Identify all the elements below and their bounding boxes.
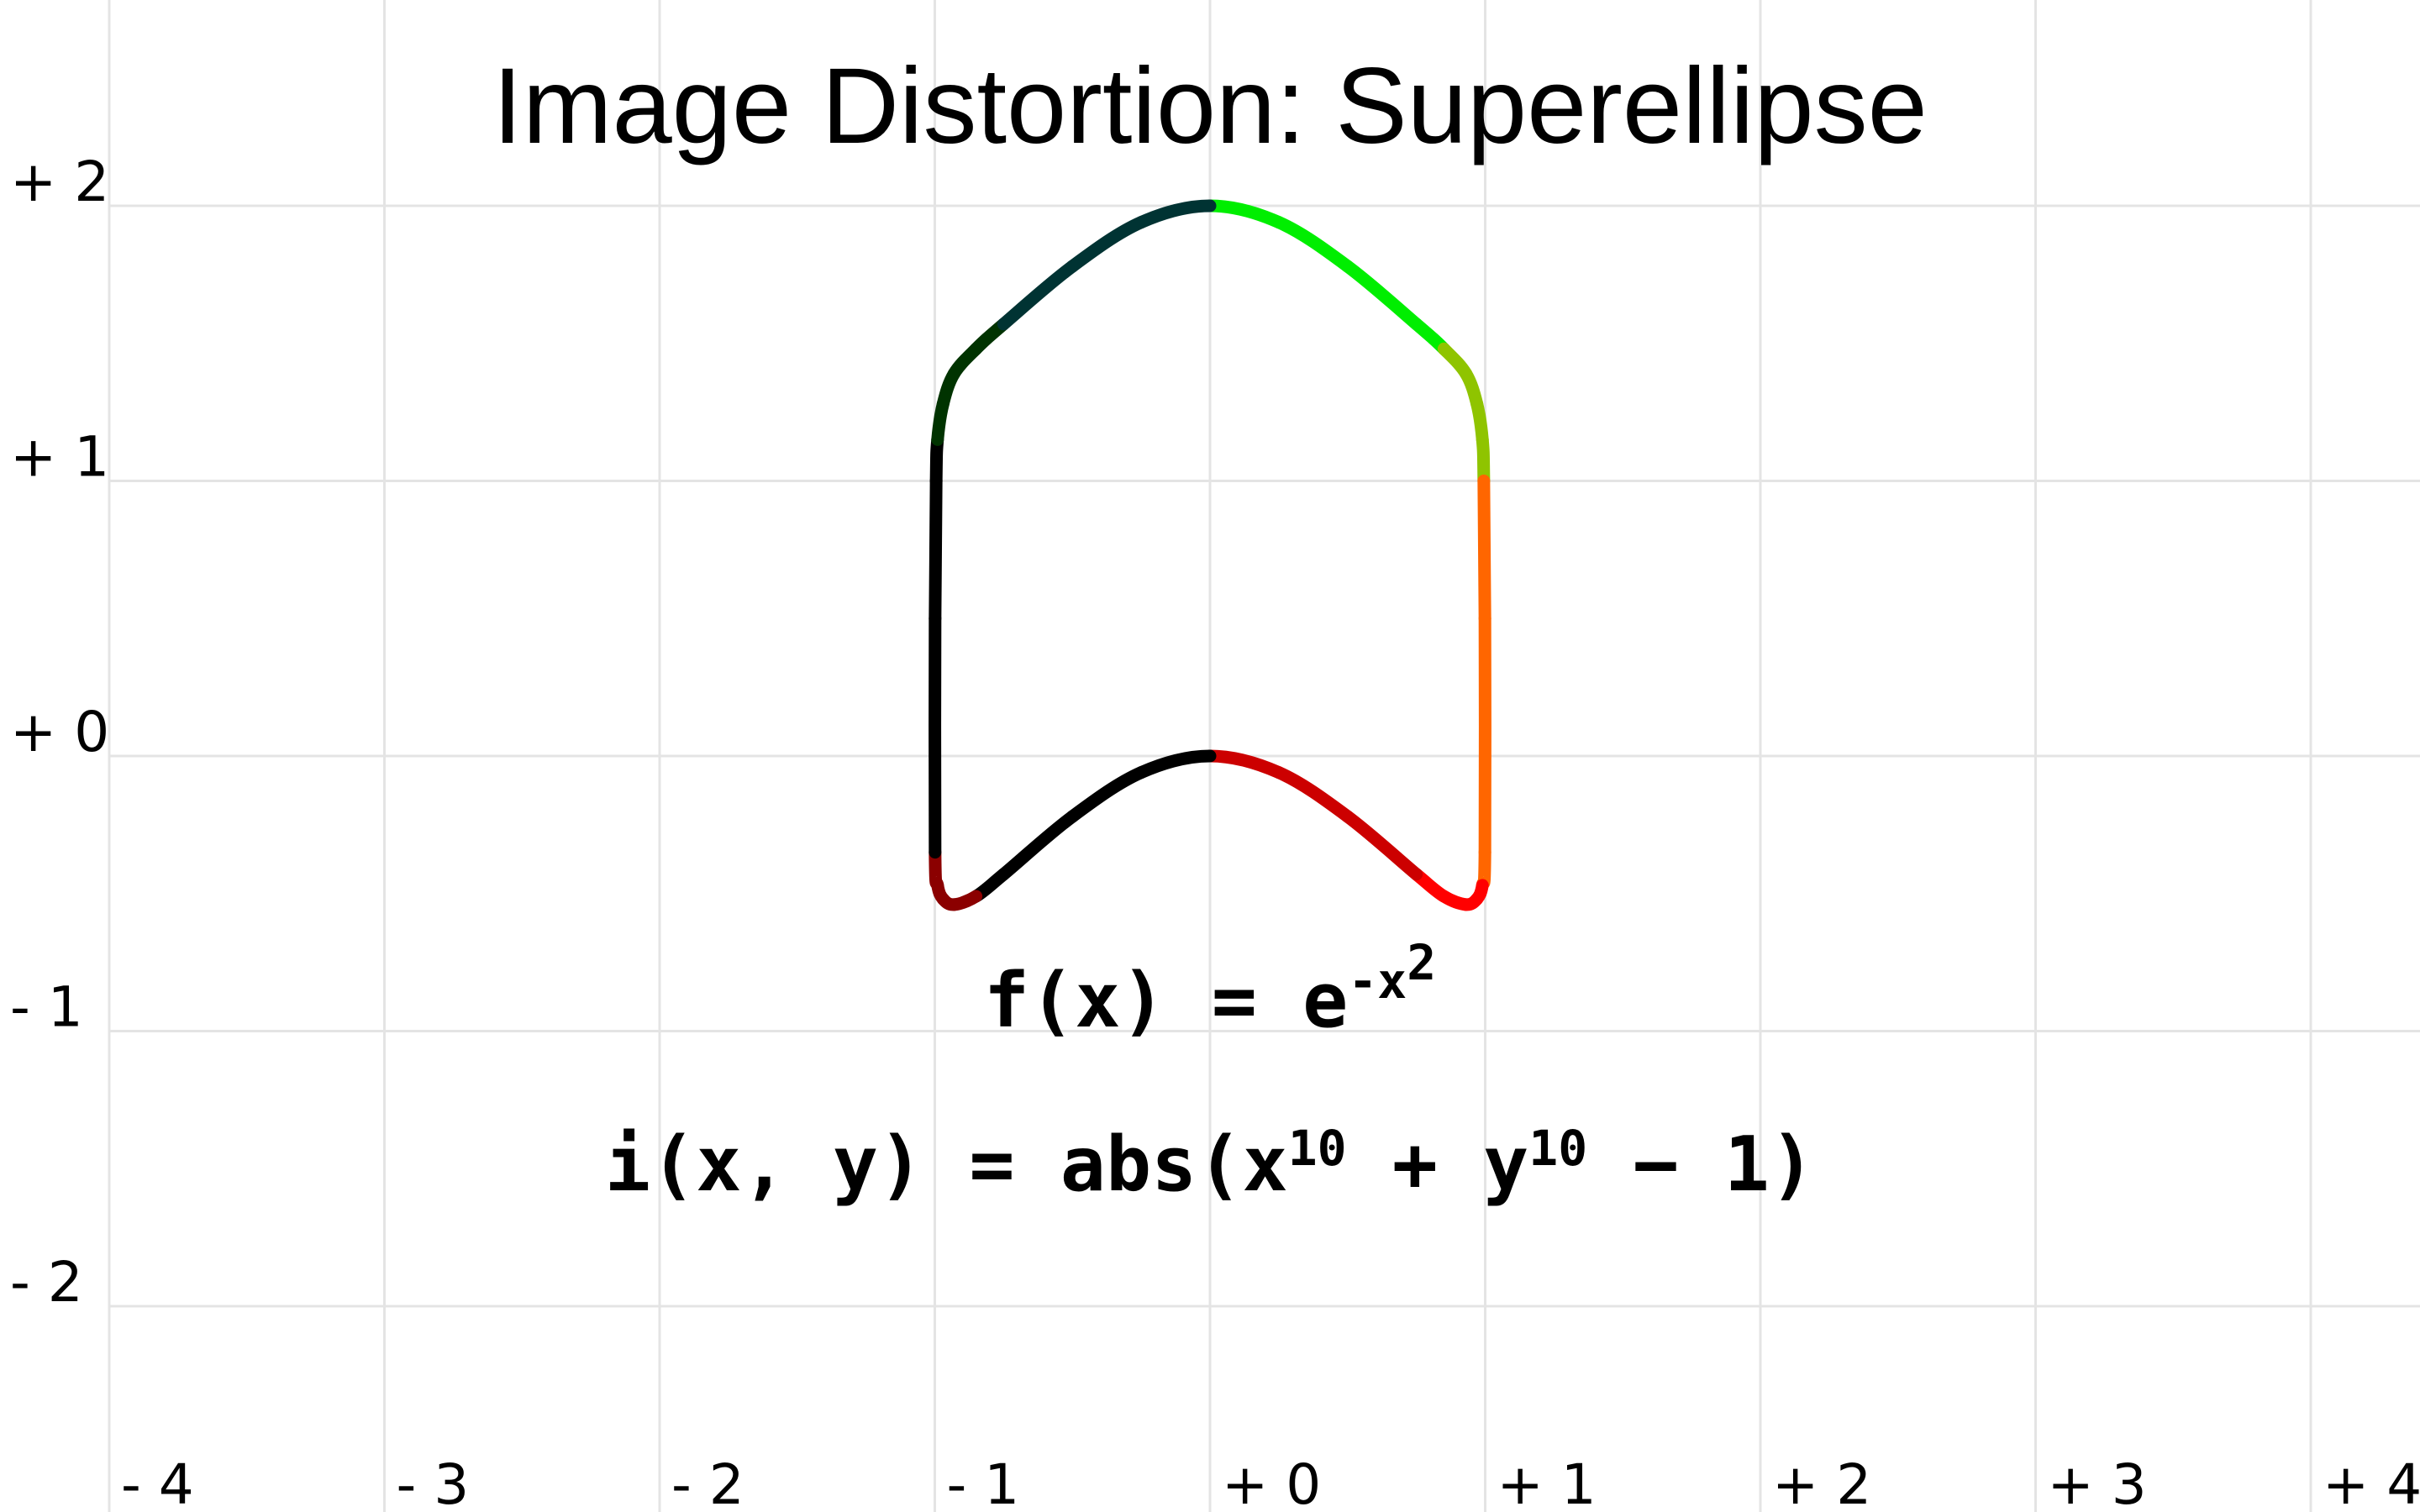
curve-segment <box>1072 223 1141 266</box>
curve-segment <box>1279 223 1348 266</box>
curve-segment <box>1210 756 1279 773</box>
y-tick-label: + 2 <box>10 150 109 214</box>
formula-f-prefix: f(x) = e <box>984 957 1348 1045</box>
y-tick-label: + 0 <box>10 700 109 764</box>
chart-title: Image Distortion: Superellipse <box>492 46 1928 166</box>
curve-segment <box>1072 773 1141 816</box>
formula-i-power2: 10 <box>1528 1120 1587 1177</box>
curve-segment <box>1141 756 1210 773</box>
y-tick-label: - 2 <box>10 1250 83 1315</box>
x-tick-label: - 1 <box>947 1452 1020 1512</box>
curve-segment <box>1348 266 1417 324</box>
x-tick-label: + 3 <box>2048 1452 2147 1512</box>
curve-segment <box>1003 266 1072 324</box>
formula-i-part2: + y <box>1347 1121 1529 1209</box>
formula-f-exponent-power: 2 <box>1407 934 1436 991</box>
formula-f-exponent: -x <box>1348 953 1407 1010</box>
x-tick-label: + 0 <box>1222 1452 1321 1512</box>
grid-lines <box>109 0 2420 1512</box>
x-tick-label: + 2 <box>1772 1452 1871 1512</box>
x-tick-label: - 3 <box>397 1452 470 1512</box>
y-tick-label: - 1 <box>10 975 83 1040</box>
x-tick-label: - 2 <box>671 1452 744 1512</box>
formula-i-power1: 10 <box>1288 1120 1347 1177</box>
y-tick-label: + 1 <box>10 425 109 490</box>
curve-segment <box>1003 816 1072 874</box>
formula-i-part3: − 1) <box>1587 1121 1815 1209</box>
x-tick-label: - 4 <box>121 1452 194 1512</box>
y-tick-labels: + 2 + 1 + 0 - 1 - 2 <box>10 150 109 1315</box>
formula-i: i(x, y) = abs(x10 + y10 − 1) <box>605 1120 1815 1209</box>
curve-segment <box>1484 481 1485 619</box>
x-tick-label: + 1 <box>1497 1452 1597 1512</box>
curve-segment <box>935 481 936 619</box>
x-tick-label: + 4 <box>2323 1452 2420 1512</box>
curve-segment <box>1210 206 1279 223</box>
curve-segment <box>1279 773 1348 816</box>
curve-segment <box>1348 816 1417 874</box>
curve-segment <box>1141 206 1210 223</box>
formula-i-part1: i(x, y) = abs(x <box>605 1121 1288 1209</box>
x-tick-labels: - 4 - 3 - 2 - 1 + 0 + 1 + 2 + 3 + 4 <box>121 1452 2420 1512</box>
